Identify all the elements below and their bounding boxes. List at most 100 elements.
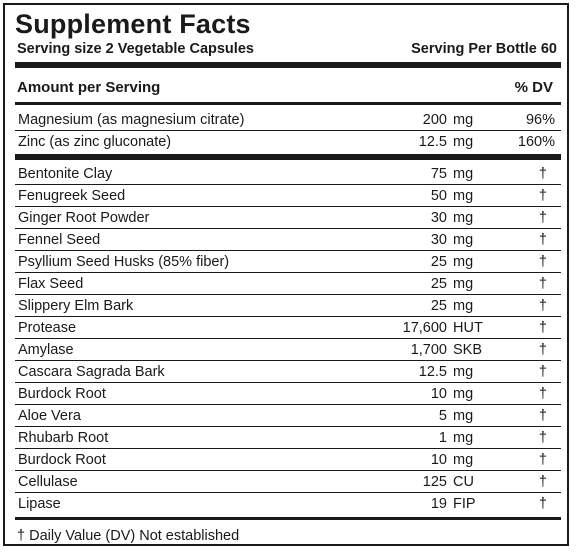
table-row: Ginger Root Powder 30 mg † <box>15 207 561 229</box>
table-row: Zinc (as zinc gluconate) 12.5 mg 160% <box>15 131 561 153</box>
ingredient-name: Magnesium (as magnesium citrate) <box>18 112 245 128</box>
ingredient-name: Fennel Seed <box>18 232 101 248</box>
ingredient-name: Psyllium Seed Husks (85% fiber) <box>18 254 230 270</box>
ingredient-dv: 160% <box>517 134 555 150</box>
column-header: Amount per Serving % DV <box>17 79 553 97</box>
table-row: Rhubarb Root 1 mg † <box>15 427 561 449</box>
divider-under-header <box>15 102 561 105</box>
ingredient-unit: mg <box>453 134 474 150</box>
table-row: Burdock Root 10 mg † <box>15 383 561 405</box>
ingredient-name: Flax Seed <box>18 276 84 292</box>
ingredient-unit: mg <box>453 386 474 402</box>
ingredient-amount: 75 <box>430 166 447 182</box>
ingredient-unit: mg <box>453 232 474 248</box>
ingredient-name: Zinc (as zinc gluconate) <box>18 134 172 150</box>
ingredient-amount: 12.5 <box>418 134 447 150</box>
ingredient-dv: † <box>538 276 547 292</box>
footnote: † Daily Value (DV) Not established <box>17 528 240 544</box>
ingredient-unit: mg <box>453 210 474 226</box>
ingredient-name: Bentonite Clay <box>18 166 113 182</box>
ingredient-amount: 125 <box>422 474 447 490</box>
ingredient-name: Aloe Vera <box>18 408 81 424</box>
ingredient-unit: mg <box>453 276 474 292</box>
ingredient-amount: 25 <box>430 298 447 314</box>
table-row: Cascara Sagrada Bark 12.5 mg † <box>15 361 561 383</box>
ingredient-dv: † <box>538 496 547 512</box>
ingredient-amount: 50 <box>430 188 447 204</box>
ingredient-dv: † <box>538 364 547 380</box>
table-row: Fennel Seed 30 mg † <box>15 229 561 251</box>
ingredient-name: Slippery Elm Bark <box>18 298 134 314</box>
ingredient-amount: 19 <box>430 496 447 512</box>
ingredient-dv: 96% <box>525 112 555 128</box>
ingredient-unit: mg <box>453 298 474 314</box>
ingredient-dv: † <box>538 342 547 358</box>
ingredient-amount: 17,600 <box>402 320 447 336</box>
ingredient-amount: 1 <box>438 430 447 446</box>
ingredient-amount: 25 <box>430 254 447 270</box>
panel-title: Supplement Facts <box>15 9 251 39</box>
table-row: Cellulase 125 CU † <box>15 471 561 493</box>
serving-info: Serving size 2 Vegetable Capsules Servin… <box>17 40 557 58</box>
ingredient-name: Protease <box>18 320 77 336</box>
ingredient-unit: mg <box>453 188 474 204</box>
ingredient-dv: † <box>538 474 547 490</box>
ingredient-name: Cellulase <box>18 474 78 490</box>
ingredient-unit: mg <box>453 408 474 424</box>
table-row: Aloe Vera 5 mg † <box>15 405 561 427</box>
ingredient-unit: mg <box>453 430 474 446</box>
ingredient-amount: 1,700 <box>410 342 447 358</box>
table-row: Lipase 19 FIP † <box>15 493 561 515</box>
ingredient-dv: † <box>538 320 547 336</box>
ingredient-dv: † <box>538 254 547 270</box>
ingredient-dv: † <box>538 430 547 446</box>
divider-thick-top <box>15 62 561 68</box>
table-row: Psyllium Seed Husks (85% fiber) 25 mg † <box>15 251 561 273</box>
divider-thick-middle <box>15 154 561 160</box>
dv-header: % DV <box>514 79 553 96</box>
ingredient-dv: † <box>538 452 547 468</box>
ingredient-unit: SKB <box>453 342 483 358</box>
ingredient-dv: † <box>538 210 547 226</box>
ingredient-amount: 10 <box>430 452 447 468</box>
ingredient-name: Rhubarb Root <box>18 430 109 446</box>
amount-header: Amount per Serving <box>17 79 161 96</box>
table-row: Fenugreek Seed 50 mg † <box>15 185 561 207</box>
ingredient-amount: 30 <box>430 210 447 226</box>
ingredient-amount: 10 <box>430 386 447 402</box>
ingredient-name: Cascara Sagrada Bark <box>18 364 165 380</box>
ingredient-dv: † <box>538 408 547 424</box>
ingredient-amount: 5 <box>438 408 447 424</box>
divider-above-footnote <box>15 517 561 520</box>
supplement-facts-panel: Supplement Facts Serving size 2 Vegetabl… <box>3 3 569 546</box>
table-row: Bentonite Clay 75 mg † <box>15 163 561 185</box>
ingredient-amount: 12.5 <box>418 364 447 380</box>
table-row: Magnesium (as magnesium citrate) 200 mg … <box>15 109 561 131</box>
ingredient-dv: † <box>538 232 547 248</box>
ingredient-name: Fenugreek Seed <box>18 188 126 204</box>
ingredient-name: Burdock Root <box>18 452 106 468</box>
ingredient-dv: † <box>538 166 547 182</box>
table-row: Protease 17,600 HUT † <box>15 317 561 339</box>
ingredient-unit: FIP <box>453 496 476 512</box>
ingredient-unit: HUT <box>453 320 483 336</box>
ingredient-name: Lipase <box>18 496 61 512</box>
table-row: Burdock Root 10 mg † <box>15 449 561 471</box>
ingredient-unit: mg <box>453 452 474 468</box>
table-row: Amylase 1,700 SKB † <box>15 339 561 361</box>
ingredient-amount: 25 <box>430 276 447 292</box>
ingredient-unit: CU <box>453 474 474 490</box>
servings-per-container: Serving Per Bottle 60 <box>411 41 557 57</box>
ingredient-amount: 200 <box>422 112 447 128</box>
ingredient-dv: † <box>538 298 547 314</box>
ingredient-dv: † <box>538 386 547 402</box>
serving-size: Serving size 2 Vegetable Capsules <box>17 41 254 57</box>
ingredient-amount: 30 <box>430 232 447 248</box>
ingredient-unit: mg <box>453 364 474 380</box>
ingredient-name: Burdock Root <box>18 386 106 402</box>
ingredient-name: Ginger Root Powder <box>18 210 150 226</box>
ingredient-unit: mg <box>453 112 474 128</box>
ingredient-dv: † <box>538 188 547 204</box>
ingredient-unit: mg <box>453 166 474 182</box>
ingredient-unit: mg <box>453 254 474 270</box>
